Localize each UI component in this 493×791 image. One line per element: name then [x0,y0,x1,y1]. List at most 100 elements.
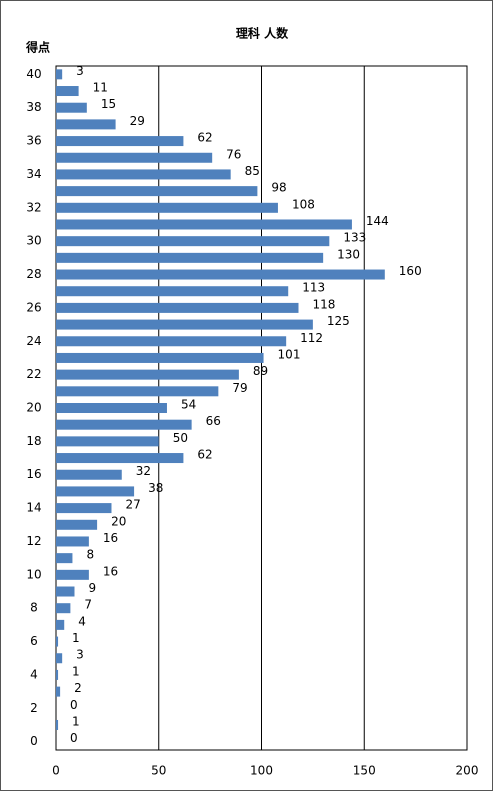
y-tick-label: 30 [26,234,41,248]
x-tick-label: 100 [250,764,273,778]
x-tick-label: 50 [151,764,166,778]
data-label: 101 [278,347,301,361]
bar [56,252,324,263]
bar [56,302,299,313]
data-label: 0 [70,731,78,745]
data-label: 16 [103,564,118,578]
bar [56,202,278,213]
bar [56,519,98,530]
data-label: 16 [103,531,118,545]
data-label: 1 [72,714,80,728]
data-label: 0 [70,698,78,712]
data-label: 4 [78,614,86,628]
bar [56,136,184,147]
bar [56,486,135,497]
data-label: 85 [245,164,260,178]
y-tick-label: 8 [30,601,38,615]
bar [56,369,239,380]
data-label: 3 [76,64,84,78]
bar [56,319,313,330]
bar [56,469,122,480]
data-label: 66 [206,414,221,428]
data-label: 29 [130,114,145,128]
bar [56,152,213,163]
data-label: 2 [74,681,82,695]
data-label: 108 [292,197,315,211]
bar [56,569,89,580]
data-label: 113 [302,281,325,295]
bar [56,86,79,97]
data-label: 1 [72,664,80,678]
bar [56,69,63,80]
data-label: 54 [181,398,196,412]
data-label: 50 [173,431,188,445]
bar [56,269,385,280]
y-tick-label: 38 [26,100,41,114]
data-label: 1 [72,631,80,645]
bar [56,636,59,647]
data-label: 160 [399,264,422,278]
bar [56,719,59,730]
y-tick-label: 36 [26,134,41,148]
y-tick-label: 28 [26,267,41,281]
bar [56,286,289,297]
y-tick-label: 34 [26,167,41,181]
data-label: 125 [327,314,350,328]
y-axis-label: 得点 [25,40,50,55]
bar [56,102,87,113]
y-tick-label: 2 [30,701,38,715]
y-tick-label: 20 [26,401,41,415]
y-tick-label: 12 [26,534,41,548]
bar [56,619,65,630]
y-tick-label: 22 [26,367,41,381]
data-label: 79 [232,381,247,395]
bar [56,236,330,247]
bar [56,336,287,347]
data-label: 7 [84,598,92,612]
data-label: 89 [253,364,268,378]
bar [56,352,264,363]
data-label: 130 [337,247,360,261]
bar [56,603,71,614]
y-tick-label: 40 [26,67,41,81]
bar [56,419,192,430]
data-label: 62 [197,448,212,462]
y-tick-label: 26 [26,300,41,314]
y-tick-label: 14 [26,501,41,515]
bar [56,503,112,514]
chart-title: 理科 人数 [236,26,289,41]
y-tick-label: 24 [26,334,41,348]
y-tick-label: 18 [26,434,41,448]
bar [56,436,159,447]
data-label: 27 [125,498,140,512]
bar [56,669,59,680]
bar [56,536,89,547]
bar [56,686,61,697]
bar [56,386,219,397]
data-label: 76 [226,147,241,161]
bar [56,553,73,564]
bar [56,219,352,230]
data-label: 38 [148,481,163,495]
data-label: 20 [111,514,126,528]
data-label: 62 [197,131,212,145]
data-label: 11 [93,81,108,95]
bar [56,453,184,464]
data-label: 32 [136,464,151,478]
data-label: 98 [271,181,286,195]
x-tick-label: 150 [353,764,376,778]
y-tick-label: 10 [26,567,41,581]
bar [56,186,258,197]
bar [56,403,167,413]
data-label: 133 [343,231,366,245]
y-tick-label: 16 [26,467,41,481]
y-tick-label: 4 [30,667,38,681]
bar [56,653,63,664]
bar [56,169,231,180]
bar [56,119,116,130]
data-label: 118 [312,297,335,311]
data-label: 9 [88,581,96,595]
x-tick-label: 0 [52,764,60,778]
data-label: 3 [76,648,84,662]
